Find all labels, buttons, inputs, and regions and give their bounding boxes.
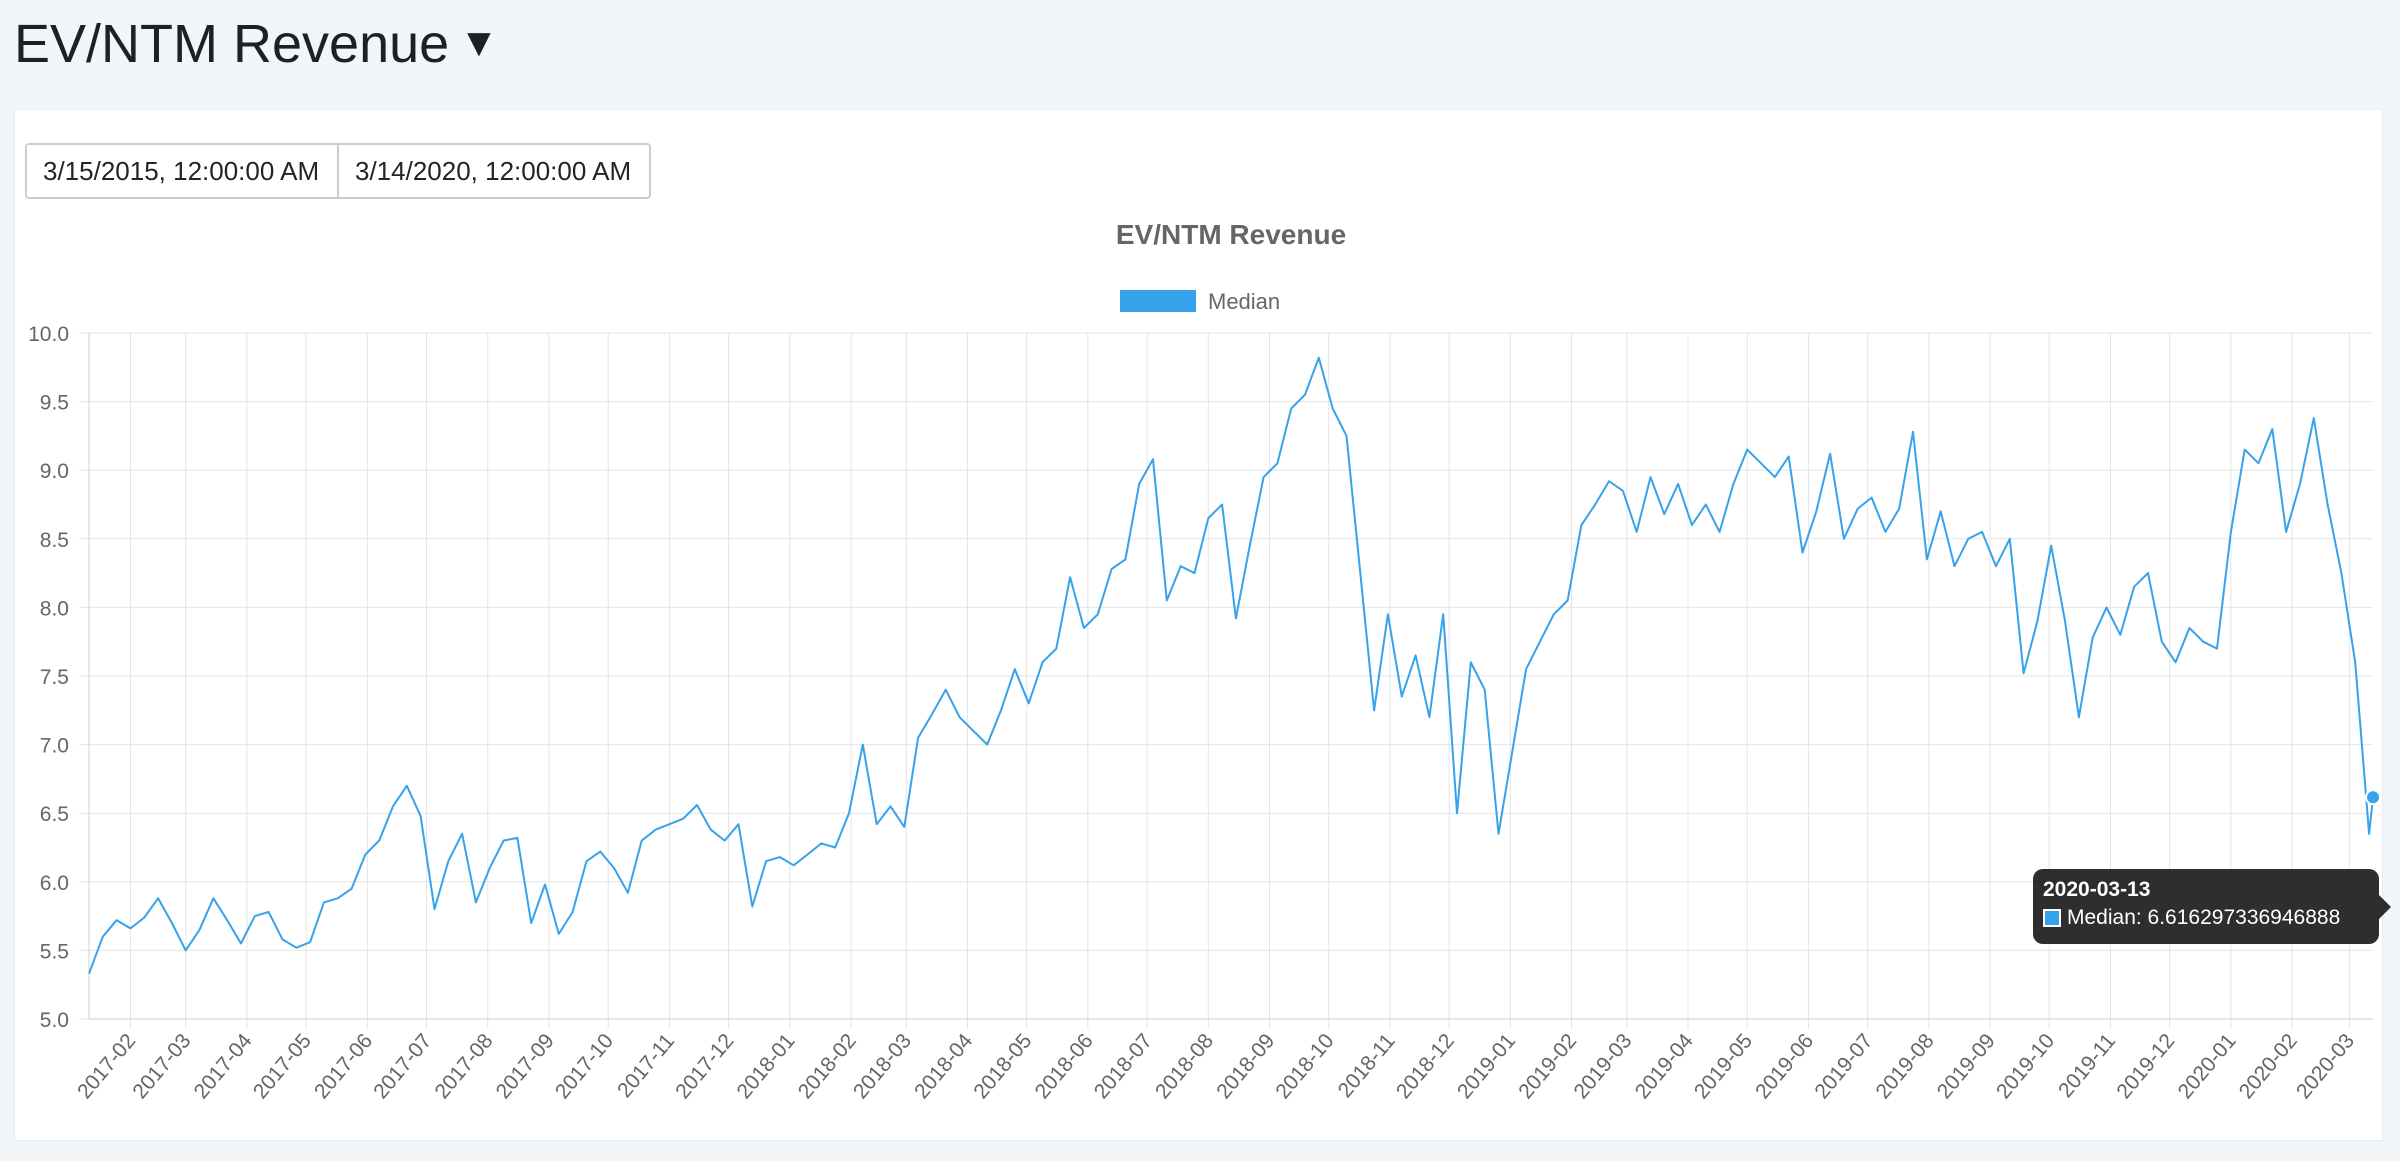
- x-tick-label: 2018-11: [1334, 1029, 1400, 1102]
- tooltip-value: Median: 6.616297336946888: [2067, 906, 2341, 929]
- x-tick-label: 2019-03: [1569, 1029, 1636, 1103]
- x-tick-label: 2018-10: [1271, 1029, 1338, 1103]
- x-tick-label: 2017-09: [492, 1029, 559, 1103]
- y-tick-label: 7.0: [40, 735, 69, 758]
- tooltip-swatch: [2043, 909, 2061, 927]
- x-tick-label: 2019-10: [1992, 1029, 2059, 1103]
- x-tick-label: 2019-06: [1751, 1029, 1818, 1103]
- x-tick-label: 2019-09: [1933, 1029, 2000, 1103]
- x-tick-label: 2020-02: [2235, 1029, 2302, 1103]
- x-tick-label: 2019-01: [1453, 1029, 1520, 1103]
- y-tick-label: 9.0: [40, 460, 69, 483]
- tooltip-arrow: [2379, 895, 2391, 919]
- x-tick-label: 2019-11: [2054, 1029, 2120, 1102]
- x-tick-label: 2017-08: [430, 1029, 497, 1103]
- start-date-input[interactable]: [27, 145, 339, 197]
- y-tick-label: 5.5: [40, 940, 69, 963]
- x-tick-label: 2019-05: [1690, 1029, 1757, 1103]
- chart-title: EV/NTM Revenue: [1116, 219, 1346, 250]
- y-tick-label: 8.0: [40, 597, 69, 620]
- x-tick-label: 2018-01: [732, 1029, 799, 1103]
- x-tick-label: 2017-05: [249, 1029, 316, 1103]
- x-tick-label: 2018-12: [1392, 1029, 1459, 1103]
- tooltip-body: Median: 6.616297336946888: [2043, 903, 2369, 933]
- date-range-picker: [25, 143, 651, 199]
- y-tick-label: 8.5: [40, 529, 69, 552]
- x-tick-label: 2018-03: [849, 1029, 916, 1103]
- chart-tooltip: 2020-03-13 Median: 6.616297336946888: [2033, 869, 2391, 944]
- x-tick-label: 2017-11: [613, 1029, 679, 1102]
- x-tick-label: 2017-04: [190, 1029, 257, 1103]
- y-tick-label: 6.0: [40, 872, 69, 895]
- x-tick-label: 2018-08: [1151, 1029, 1218, 1103]
- line-chart[interactable]: EV/NTM Revenue Median 10.0 9.5 9.0 8.5 8.0 7.5 7…: [15, 110, 2384, 1142]
- x-tick-label: 2017-02: [73, 1029, 140, 1103]
- page-title-text: EV/NTM Revenue: [14, 14, 450, 74]
- x-tick-label: 2018-02: [794, 1029, 861, 1103]
- x-tick-label: 2019-02: [1514, 1029, 1581, 1103]
- series-line-median: [88, 356, 2374, 975]
- x-tick-label: 2019-12: [2112, 1029, 2179, 1103]
- x-tick-label: 2018-06: [1031, 1029, 1098, 1103]
- x-tick-label: 2020-03: [2292, 1029, 2359, 1103]
- x-tick-label: 2019-04: [1631, 1029, 1698, 1103]
- x-tick-label: 2018-07: [1090, 1029, 1157, 1103]
- x-tick-label: 2017-10: [551, 1029, 618, 1103]
- x-tick-label: 2017-06: [310, 1029, 377, 1103]
- y-tick-label: 5.0: [40, 1009, 69, 1032]
- x-tick-label: 2020-01: [2174, 1029, 2241, 1103]
- x-tick-label: 2018-05: [969, 1029, 1036, 1103]
- x-tick-label: 2019-08: [1872, 1029, 1939, 1103]
- x-tick-label: 2019-07: [1810, 1029, 1877, 1103]
- x-tick-label: 2018-04: [910, 1029, 977, 1103]
- page-title[interactable]: EV/NTM Revenue ▼: [14, 8, 499, 79]
- y-tick-label: 6.5: [40, 803, 69, 826]
- y-tick-label: 10.0: [28, 323, 69, 346]
- tooltip-date: 2020-03-13: [2043, 878, 2151, 901]
- active-data-point: [2365, 789, 2381, 806]
- y-tick-label: 9.5: [40, 392, 69, 415]
- x-tick-label: 2017-07: [369, 1029, 436, 1103]
- legend-swatch-median: [1120, 290, 1196, 312]
- caret-down-icon[interactable]: ▼: [459, 21, 499, 65]
- x-tick-label: 2018-09: [1212, 1029, 1279, 1103]
- chart-card: EV/NTM Revenue Median 10.0 9.5 9.0 8.5 8.0 7.5 7…: [14, 109, 2391, 1142]
- x-tick-label: 2017-12: [671, 1029, 738, 1103]
- y-tick-label: 7.5: [40, 666, 69, 689]
- end-date-input[interactable]: [339, 145, 649, 197]
- legend-label-median: Median: [1208, 289, 1280, 314]
- x-tick-label: 2017-03: [128, 1029, 195, 1103]
